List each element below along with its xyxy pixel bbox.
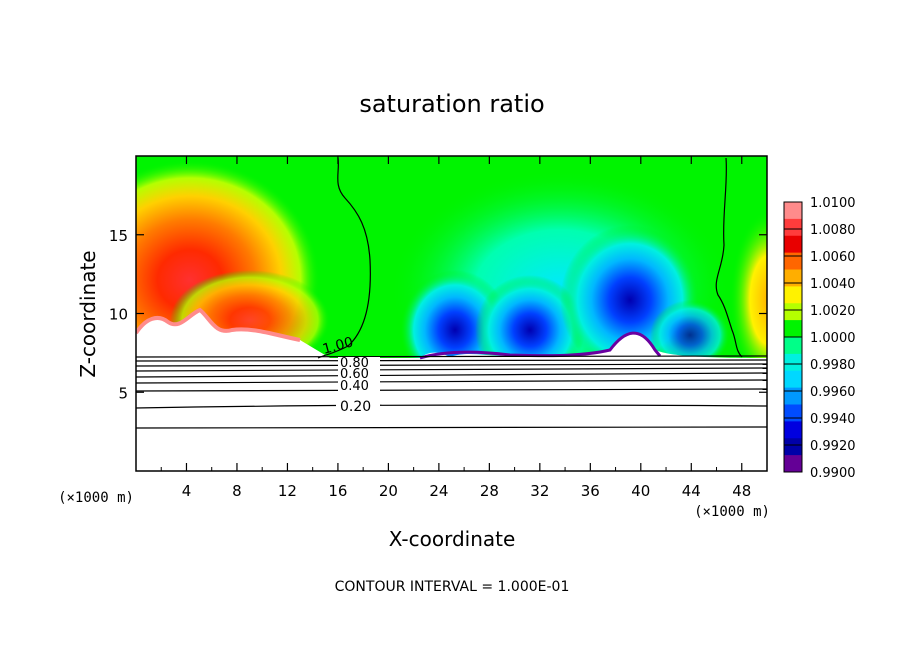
x-tick-label: 40 [631, 482, 650, 500]
colorbar-label: 0.9980 [810, 358, 856, 373]
x-tick-label: 8 [232, 482, 242, 500]
contour-interval-note: CONTOUR INTERVAL = 1.000E-01 [335, 579, 570, 595]
colorbar-swatch [784, 455, 802, 473]
colorbar-label: 0.9960 [810, 385, 856, 400]
colorbar-swatch [784, 235, 802, 254]
colorbar-label: 1.0060 [810, 250, 856, 265]
colorbar-label: 1.0100 [810, 196, 856, 211]
contour-label-group: 1.00 0.80 0.60 0.40 0.20 [321, 334, 380, 415]
colorbar-label: 1.0080 [810, 223, 856, 238]
y-tick-label: 10 [109, 306, 128, 324]
x-tick-label: 24 [429, 482, 448, 500]
colorbar-swatch [784, 320, 802, 338]
x-axis-ticks: 4 8 12 16 20 24 28 32 36 40 44 48 [160, 156, 751, 500]
x-tick-label: 28 [480, 482, 499, 500]
x-tick-label: 32 [530, 482, 549, 500]
x-tick-label: 20 [379, 482, 398, 500]
colorbar-label: 1.0020 [810, 304, 856, 319]
contour-label: 1.00 [321, 334, 355, 358]
colorbar-label: 0.9920 [810, 439, 856, 454]
colorbar-swatch [784, 404, 802, 422]
colorbar-swatch [784, 269, 802, 287]
colorbar-swatch [784, 353, 802, 372]
colorbar-swatch [784, 337, 802, 355]
y-tick-label: 5 [118, 384, 128, 402]
colorbar-swatch [784, 370, 802, 389]
contour-label: 0.80 [340, 356, 369, 371]
y-axis-label: Z-coordinate [76, 250, 100, 377]
colorbar-swatch [784, 387, 802, 405]
colorbar-swatch [784, 202, 802, 220]
heatmap-field [136, 156, 767, 471]
contour-label: 0.20 [340, 399, 371, 415]
x-tick-label: 36 [581, 482, 600, 500]
colorbar: 1.0100 1.0080 1.0060 1.0040 1.0020 1.0000 0.99… [783, 196, 856, 481]
y-units-label: (×1000 m) [58, 490, 134, 506]
colorbar-label: 1.0000 [810, 331, 856, 346]
colorbar-label: 0.9940 [810, 412, 856, 427]
x-tick-label: 12 [278, 482, 297, 500]
colorbar-swatch [784, 303, 802, 321]
contour-label: 0.60 [340, 367, 369, 382]
colorbar-label: 1.0040 [810, 277, 856, 292]
x-tick-label: 16 [328, 482, 347, 500]
x-tick-label: 4 [182, 482, 192, 500]
colorbar-swatch [784, 438, 802, 456]
colorbar-swatch [784, 218, 802, 237]
contour-label: 0.40 [340, 379, 369, 394]
colorbar-swatch [784, 286, 802, 304]
x-units-label: (×1000 m) [694, 504, 770, 520]
y-axis-ticks: 5 10 15 [109, 227, 767, 402]
chart-title: saturation ratio [359, 90, 544, 118]
colorbar-swatch [784, 252, 802, 270]
x-axis-label: X-coordinate [389, 527, 516, 551]
x-tick-label: 48 [732, 482, 751, 500]
colorbar-swatch [784, 421, 802, 439]
x-tick-label: 44 [682, 482, 701, 500]
y-tick-label: 15 [109, 227, 128, 245]
colorbar-label: 0.9900 [810, 466, 856, 481]
